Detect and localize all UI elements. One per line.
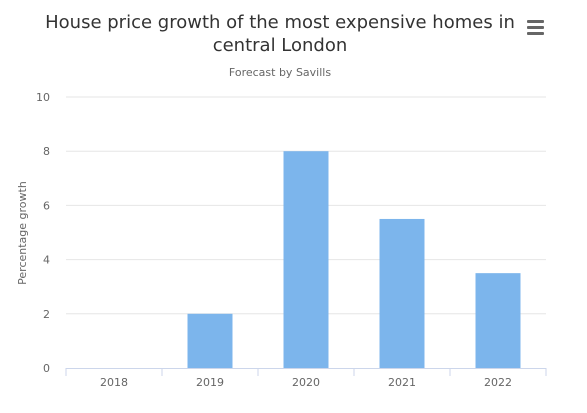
y-tick-label: 0 bbox=[43, 362, 50, 375]
y-tick-label: 6 bbox=[43, 199, 50, 212]
bar-2020[interactable] bbox=[283, 151, 329, 368]
x-tick-label: 2020 bbox=[292, 376, 320, 389]
x-tick-label: 2022 bbox=[484, 376, 512, 389]
bar-2021[interactable] bbox=[379, 218, 425, 368]
y-tick-label: 2 bbox=[43, 308, 50, 321]
x-axis-ticks: 2018 2019 2020 2021 2022 bbox=[65, 368, 547, 389]
y-tick-label: 4 bbox=[43, 254, 50, 267]
x-tick-label: 2019 bbox=[196, 376, 224, 389]
bar-2019[interactable] bbox=[187, 313, 233, 368]
y-axis-ticks: 0 2 4 6 8 10 bbox=[36, 91, 50, 375]
y-tick-label: 8 bbox=[43, 145, 50, 158]
x-tick-label: 2018 bbox=[100, 376, 128, 389]
bars bbox=[187, 151, 521, 368]
y-tick-label: 10 bbox=[36, 91, 50, 104]
chart-title: House price growth of the most expensive… bbox=[45, 12, 515, 56]
chart-subtitle: Forecast by Savills bbox=[228, 66, 332, 79]
y-axis-label: Percentage growth bbox=[16, 181, 29, 285]
bar-2022[interactable] bbox=[475, 273, 521, 368]
x-tick-label: 2021 bbox=[388, 376, 416, 389]
hamburger-menu-icon[interactable] bbox=[521, 14, 549, 40]
